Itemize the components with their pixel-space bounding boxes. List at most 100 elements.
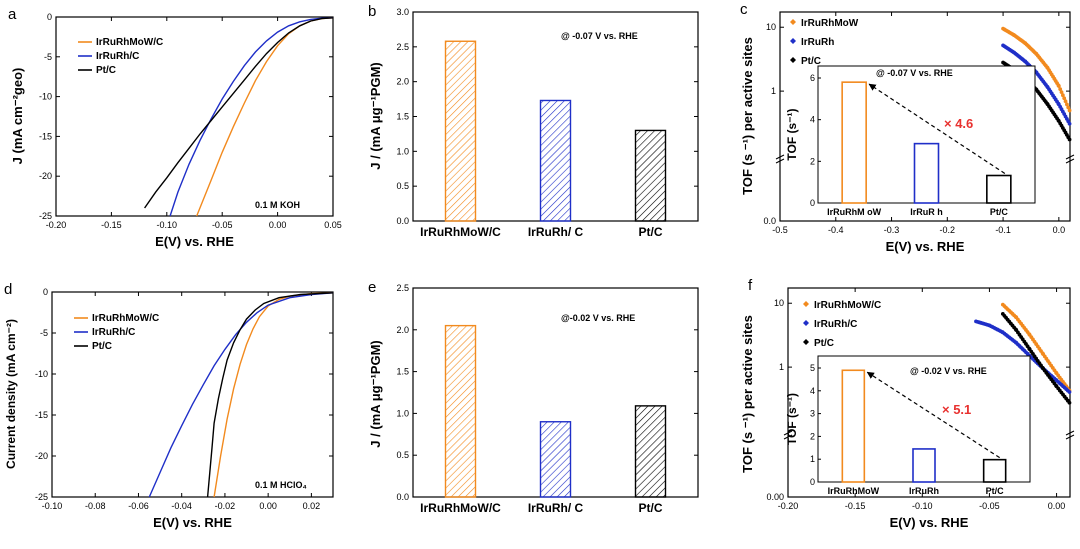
panel-a-legend-label-IrRuRh: IrRuRh/C bbox=[96, 51, 139, 62]
panel-b-bar-Pt bbox=[634, 129, 667, 222]
panel-f-ytick-label: 1 bbox=[779, 362, 784, 372]
panel-c-xtick-label: -0.5 bbox=[772, 225, 788, 235]
panel-c-ytick-label: 0.0 bbox=[763, 216, 776, 226]
panel-a-series-Pt bbox=[144, 17, 334, 209]
panel-f-inset-bar-IrRuRhMoW bbox=[841, 369, 866, 483]
panel-c-legend-label-IrRuRh: IrRuRh bbox=[801, 37, 834, 48]
panel-c-xlabel: E(V) vs. RHE bbox=[886, 239, 965, 254]
panel-c-legend-marker-IrRuRhMoW bbox=[790, 19, 796, 25]
panel-d-annotation: 0.1 M HClO₄ bbox=[255, 480, 307, 490]
panel-e-category-label: Pt/C bbox=[639, 501, 663, 515]
panel-e-category-label: IrRuRh/ C bbox=[528, 501, 584, 515]
panel-c-xtick-label: -0.2 bbox=[940, 225, 956, 235]
panel-f-inset-category-label: IrRuRhMoW bbox=[828, 486, 880, 496]
panel-b-ytick-label: 0.0 bbox=[396, 216, 409, 226]
panel-f-xtick-label: -0.10 bbox=[912, 501, 933, 511]
panel-c-legend-label-IrRuRhMoW: IrRuRhMoW bbox=[801, 18, 859, 29]
panel-d-series-IrRuRh bbox=[148, 292, 334, 498]
panel-f-inset-ytick-label: 0 bbox=[810, 477, 815, 487]
panel-e-bar-Pt bbox=[634, 405, 667, 498]
panel-f-xtick-label: 0.00 bbox=[1048, 501, 1066, 511]
panel-d-legend-label-Pt: Pt/C bbox=[92, 341, 112, 352]
panel-d-xlabel: E(V) vs. RHE bbox=[153, 515, 232, 530]
panel-b-category-label: IrRuRhMoW/C bbox=[420, 225, 501, 239]
panel-f-inset-category-label: Pt/C bbox=[986, 486, 1005, 496]
panel-c-letter: c bbox=[740, 1, 748, 18]
panel-a-legend-label-Pt: Pt/C bbox=[96, 65, 116, 76]
panel-b-ytick-label: 0.5 bbox=[396, 181, 409, 191]
panel-c-point-IrRuRhMoW bbox=[1058, 87, 1063, 92]
panel-b-annotation: @ -0.07 V vs. RHE bbox=[561, 31, 638, 41]
panel-c-point-IrRuRhMoW bbox=[1066, 105, 1071, 110]
panel-c-inset-ytick-label: 0 bbox=[810, 198, 815, 208]
panel-e-ytick-label: 2.5 bbox=[396, 283, 409, 293]
panel-c-point-IrRuRhMoW bbox=[1056, 84, 1061, 88]
panel-c-inset-ytick-label: 2 bbox=[810, 156, 815, 166]
panel-e-bar-IrRuRh bbox=[539, 421, 572, 498]
panel-d-ytick-label: -20 bbox=[35, 451, 48, 461]
panel-f-point-Pt bbox=[1067, 400, 1072, 405]
panel-b-ytick-label: 1.0 bbox=[396, 146, 409, 156]
panel-e-bar-IrRuRhMoW bbox=[444, 324, 477, 498]
panel-b-ylabel: J / (mA μg⁻¹PGM) bbox=[368, 62, 383, 170]
panel-a-xtick-label: -0.15 bbox=[101, 220, 122, 230]
panel-c-point-IrRuRhMoW bbox=[1063, 99, 1068, 104]
panel-e-ylabel: J / (mA μg⁻¹PGM) bbox=[368, 340, 383, 448]
panel-a-legend-label-IrRuRhMoW: IrRuRhMoW/C bbox=[96, 37, 163, 48]
panel-a-letter: a bbox=[8, 6, 17, 23]
panel-d-legend-label-IrRuRh: IrRuRh/C bbox=[92, 327, 135, 338]
panel-c-inset-ratio-arrow bbox=[868, 83, 1006, 175]
panel-c-xtick-label: -0.1 bbox=[995, 225, 1011, 235]
panel-f-inset-ratio-label: × 5.1 bbox=[942, 402, 971, 417]
panel-a-ytick-label: -20 bbox=[39, 171, 52, 181]
panel-c-inset-bar-IrRuRhMoW bbox=[841, 81, 867, 204]
panel-e-category-label: IrRuRhMoW/C bbox=[420, 501, 501, 515]
panel-a-xlabel: E(V) vs. RHE bbox=[155, 234, 234, 249]
panel-f-inset-ytick-label: 5 bbox=[810, 363, 815, 373]
panel-c-inset-bar-Pt bbox=[986, 174, 1012, 204]
panel-f-inset-bar-Pt bbox=[982, 458, 1007, 483]
panel-d-ytick-label: 0 bbox=[43, 287, 48, 297]
panel-e-letter: e bbox=[368, 279, 376, 296]
panel-c-legend-label-Pt: Pt/C bbox=[801, 56, 821, 67]
panel-a-xtick-label: -0.05 bbox=[212, 220, 233, 230]
panel-f-legend-label-IrRuRh: IrRuRh/C bbox=[814, 319, 857, 330]
panel-f-xtick-label: -0.20 bbox=[778, 501, 799, 511]
panel-d-ylabel: Current density (mA cm⁻²) bbox=[4, 319, 18, 469]
panel-d-xtick-label: -0.06 bbox=[128, 501, 149, 511]
panel-c-inset-bar-IrRuRh bbox=[913, 142, 940, 204]
panel-d-xtick-label: -0.10 bbox=[42, 501, 63, 511]
panel-f-xtick-label: -0.05 bbox=[979, 501, 1000, 511]
panel-c-xtick-label: -0.4 bbox=[828, 225, 844, 235]
panel-d-ytick-label: -5 bbox=[40, 328, 48, 338]
panel-b-ytick-label: 2.0 bbox=[396, 77, 409, 87]
panel-b-bar-IrRuRhMoW bbox=[444, 40, 477, 222]
panel-d-ytick-label: -10 bbox=[35, 369, 48, 379]
panel-c-point-IrRuRh bbox=[1067, 121, 1072, 126]
panel-f-inset-ytick-label: 4 bbox=[810, 386, 815, 396]
panel-f-legend-marker-IrRuRhMoW bbox=[803, 301, 809, 307]
panel-a-xtick-label: -0.10 bbox=[157, 220, 178, 230]
panel-a-xtick-label: 0.00 bbox=[269, 220, 287, 230]
panel-f-letter: f bbox=[748, 277, 753, 294]
panel-d-xtick-label: -0.04 bbox=[171, 501, 192, 511]
panel-f-axis-break-1 bbox=[1065, 430, 1075, 440]
panel-a-ytick-label: -25 bbox=[39, 211, 52, 221]
panel-d-frame bbox=[51, 291, 334, 498]
panel-c-inset-ytick-label: 4 bbox=[810, 115, 815, 125]
panel-c-axis-break-1 bbox=[1065, 154, 1075, 164]
panel-c-inset-title: @ -0.07 V vs. RHE bbox=[876, 68, 953, 78]
panel-c-legend-marker-IrRuRh bbox=[790, 38, 796, 44]
panel-a-ytick-label: -10 bbox=[39, 92, 52, 102]
panel-f-inset-category-label: IrRuRh bbox=[909, 486, 939, 496]
panel-f-legend-label-IrRuRhMoW: IrRuRhMoW/C bbox=[814, 300, 881, 311]
panel-f-inset-ratio-arrow bbox=[866, 371, 1000, 459]
panel-d-xtick-label: 0.02 bbox=[303, 501, 321, 511]
panel-c-legend-marker-Pt bbox=[790, 57, 796, 63]
panel-f-ylabel: TOF (s ⁻¹) per active sites bbox=[740, 315, 755, 473]
panel-f-legend-label-Pt: Pt/C bbox=[814, 338, 834, 349]
panel-d-letter: d bbox=[4, 281, 12, 298]
panel-e-ytick-label: 1.5 bbox=[396, 367, 409, 377]
panel-a-ylabel: J (mA cm⁻²geo) bbox=[10, 68, 25, 165]
panel-a-series-IrRuRh bbox=[169, 17, 334, 217]
